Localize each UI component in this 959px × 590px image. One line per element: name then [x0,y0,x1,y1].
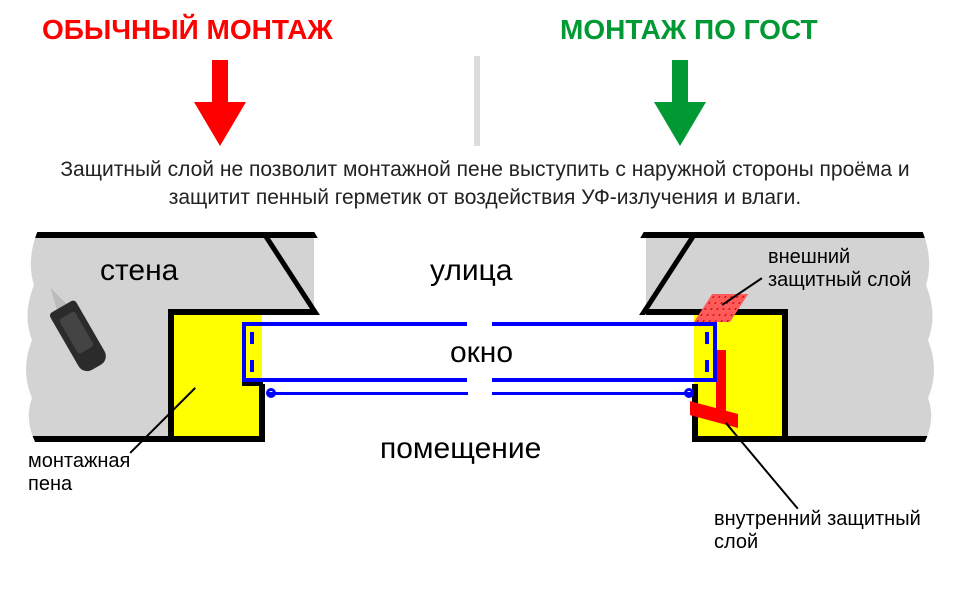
description-text: Защитный слой не позволит монтажной пене… [50,156,920,213]
label-inner-seal: внутренний защитный слой [714,508,944,554]
edge-left-step-h [170,309,315,315]
window-bot-r [492,378,717,382]
header: ОБЫЧНЫЙ МОНТАЖ МОНТАЖ ПО ГОСТ [0,14,959,134]
label-wall: стена [100,254,178,288]
edge-right-bottom [694,436,950,442]
window-notch [250,360,254,372]
edge-left-bottom [10,436,262,442]
label-room: помещение [380,432,541,466]
foam-left [170,312,262,436]
window-notch [250,332,254,344]
sill-roller-r [684,388,694,398]
header-title-right: МОНТАЖ ПО ГОСТ [560,14,818,46]
edge-left-top [18,232,317,238]
edge-left-step-v [168,309,174,439]
window-notch [705,360,709,372]
header-divider [474,56,480,146]
window-bot-l [242,378,467,382]
sill-r [492,392,692,395]
arrow-left-icon [190,60,250,151]
label-window: окно [450,336,513,370]
label-outer-seal: внешний защитный слой [768,246,948,292]
window-notch [705,332,709,344]
window-cap-r [713,322,717,382]
edge-right-top [640,232,943,238]
diagram: стена улица окно помещение монтажная пен… [10,232,950,552]
edge-left-foam-b [242,382,263,386]
edge-right-step-v [782,309,788,439]
label-foam: монтажная пена [28,450,168,496]
label-street: улица [430,254,512,288]
window-top-r [492,322,717,326]
edge-left-foam-r [259,384,265,442]
wavy-edge-left [8,230,38,444]
window-cap-l [242,322,246,382]
sill-l [268,392,468,395]
window-top-l [242,322,467,326]
sill-roller-l [266,388,276,398]
arrow-right-icon [650,60,710,151]
header-title-left: ОБЫЧНЫЙ МОНТАЖ [42,14,333,46]
